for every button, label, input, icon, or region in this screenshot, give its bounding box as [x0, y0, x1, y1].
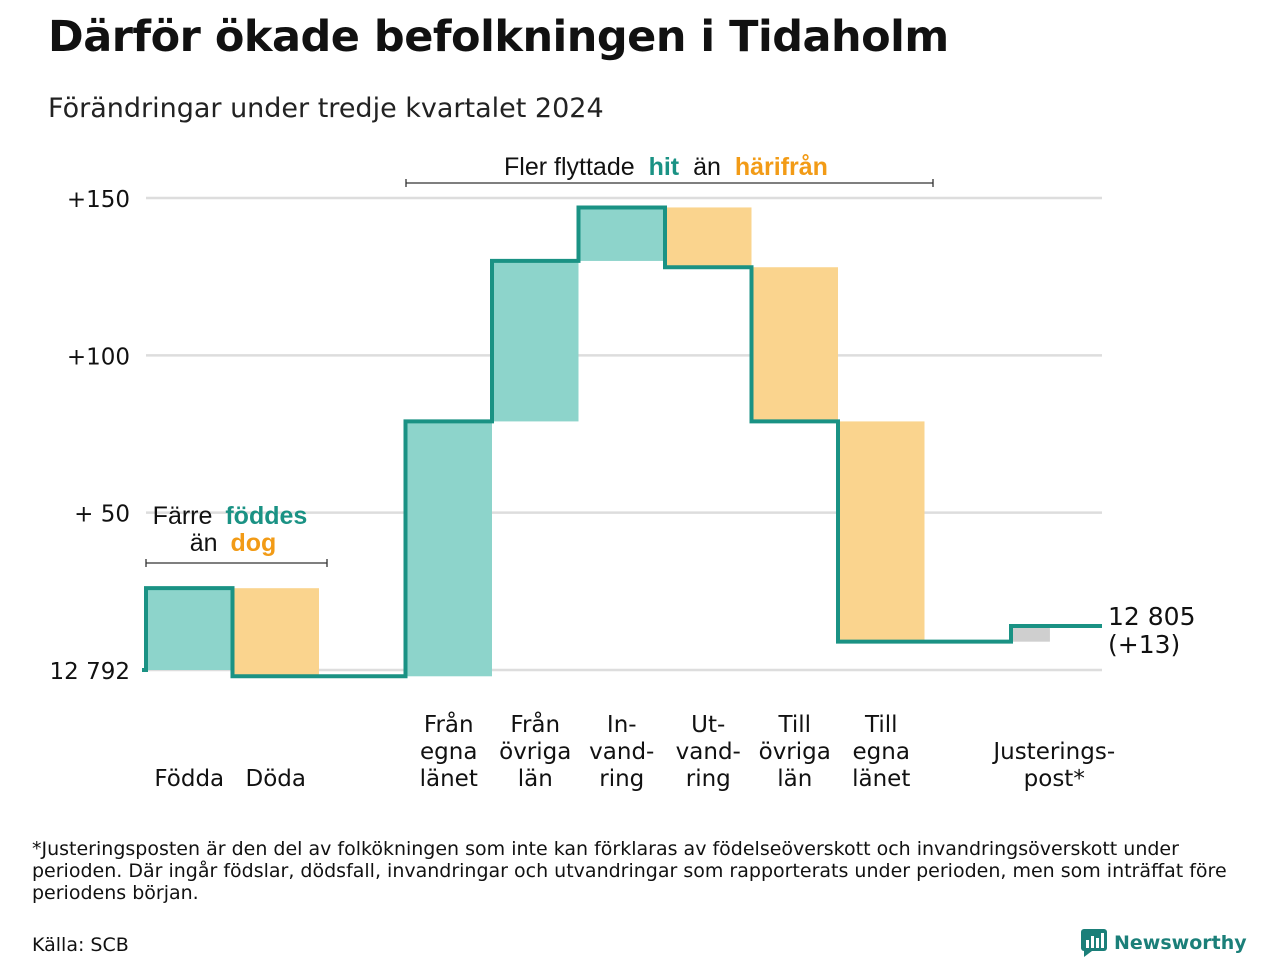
- category-label: övriga: [759, 739, 831, 765]
- category-label: ring: [599, 766, 644, 792]
- population-step-line: [142, 205, 1102, 679]
- svg-text:än dog: än dog: [190, 529, 277, 557]
- y-tick-label: + 50: [74, 502, 130, 528]
- waterfall-bar: [146, 588, 233, 670]
- births-highlight-foddes: föddes: [225, 502, 307, 530]
- waterfall-bar: [405, 421, 492, 677]
- category-label: Från: [510, 710, 560, 738]
- migration-text-pre: Fler flyttade: [504, 153, 635, 181]
- category-label: In-: [607, 712, 637, 738]
- category-label: Från: [424, 710, 474, 738]
- category-label: länet: [852, 766, 910, 792]
- category-label: Födda: [154, 766, 224, 792]
- category-label: Justerings-: [991, 739, 1115, 765]
- category-label: post*: [1024, 766, 1085, 792]
- migration-highlight-hit: hit: [649, 153, 680, 181]
- chart-subtitle: Förändringar under tredje kvartalet 2024: [48, 93, 604, 124]
- migration-text-mid: än: [693, 153, 721, 181]
- y-tick-label: 12 792: [50, 659, 130, 685]
- waterfall-bar: [665, 207, 752, 268]
- end-value-total: 12 805: [1108, 602, 1195, 631]
- category-label: vand-: [589, 739, 654, 765]
- newsworthy-logo-icon: [1081, 929, 1107, 957]
- y-tick-label: +150: [67, 187, 130, 213]
- waterfall-bar: [751, 267, 838, 422]
- waterfall-bar: [838, 421, 925, 642]
- category-label: Till: [864, 712, 898, 738]
- adjustment-bar: [1011, 625, 1050, 642]
- category-label: län: [777, 766, 812, 792]
- category-label: Till: [777, 712, 811, 738]
- births-text-an: än: [190, 529, 218, 557]
- category-label: ring: [686, 766, 731, 792]
- category-label: Döda: [246, 766, 306, 792]
- newsworthy-brand: Newsworthy: [1080, 928, 1247, 958]
- chart-title: Därför ökade befolkningen i Tidaholm: [48, 12, 949, 62]
- waterfall-bar: [492, 260, 579, 422]
- waterfall-chart: 12 792+ 50+100+150 Födda DödaFrånegnaläne…: [50, 153, 1196, 792]
- waterfall-bar: [232, 588, 319, 677]
- category-label: övriga: [499, 739, 571, 765]
- end-value-change: (+13): [1108, 630, 1180, 659]
- category-label: vand-: [676, 739, 741, 765]
- y-tick-label: +100: [67, 344, 130, 370]
- waterfall-bar: [578, 207, 665, 261]
- migration-highlight-harifran: härifrån: [735, 153, 828, 181]
- category-label: Ut-: [691, 712, 725, 738]
- births-annotation: Färre föddes än dog: [145, 502, 328, 567]
- category-label: län: [518, 766, 553, 792]
- brand-name: Newsworthy: [1114, 932, 1247, 954]
- births-text-farre: Färre: [153, 502, 213, 530]
- category-label: egna: [420, 739, 477, 765]
- svg-text:Fler flyttade hit: Fler flyttade hit än härifrån: [504, 153, 828, 181]
- migration-annotation: Fler flyttade hit än härifrån: [405, 153, 934, 187]
- svg-text:Färre föddes: Färre föddes: [153, 502, 308, 530]
- source-note: Källa: SCB: [32, 934, 129, 956]
- births-highlight-dog: dog: [230, 529, 276, 557]
- end-value-label: 12 805 (+13): [1108, 602, 1195, 659]
- category-label: länet: [420, 766, 478, 792]
- footnote: *Justeringsposten är den del av folkökni…: [32, 838, 1227, 904]
- category-label: egna: [853, 739, 910, 765]
